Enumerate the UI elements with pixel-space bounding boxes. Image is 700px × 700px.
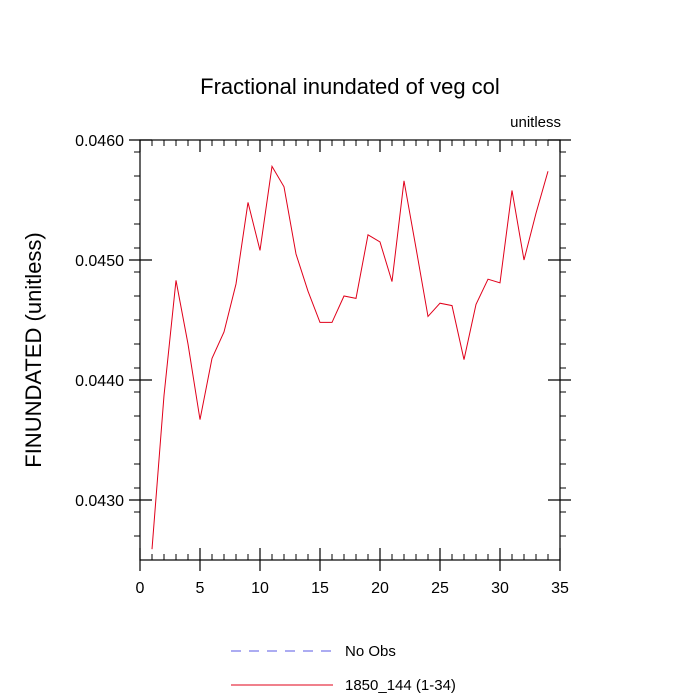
series-layer [151, 164, 549, 550]
axis-ticks [129, 139, 571, 571]
legend-label-no-obs: No Obs [345, 643, 396, 660]
x-tick-label: 0 [136, 580, 145, 597]
y-tick-label: 0.0450 [75, 253, 124, 270]
x-tick-label: 25 [431, 580, 449, 597]
y-tick-label: 0.0460 [75, 133, 124, 150]
x-tick-label: 30 [491, 580, 509, 597]
units-label: unitless [510, 114, 561, 131]
legend: No Obs 1850_144 (1-34) [231, 643, 456, 694]
y-axis-label: FINUNDATED (unitless) [21, 232, 46, 468]
y-tick-label: 0.0440 [75, 373, 124, 390]
x-tick-label: 10 [251, 580, 269, 597]
x-tick-label: 20 [371, 580, 389, 597]
x-tick-label: 5 [196, 580, 205, 597]
plot-frame [139, 139, 561, 561]
x-tick-label: 15 [311, 580, 329, 597]
chart-title: Fractional inundated of veg col [200, 74, 500, 99]
y-tick-label: 0.0430 [75, 493, 124, 510]
legend-label-1850-144: 1850_144 (1-34) [345, 677, 456, 694]
x-tick-label: 35 [551, 580, 569, 597]
series-line-1 [151, 164, 549, 550]
axis-tick-labels: 0 5 10 15 20 25 30 35 0.0430 0.0440 0.0450 0.0460 [75, 133, 569, 597]
